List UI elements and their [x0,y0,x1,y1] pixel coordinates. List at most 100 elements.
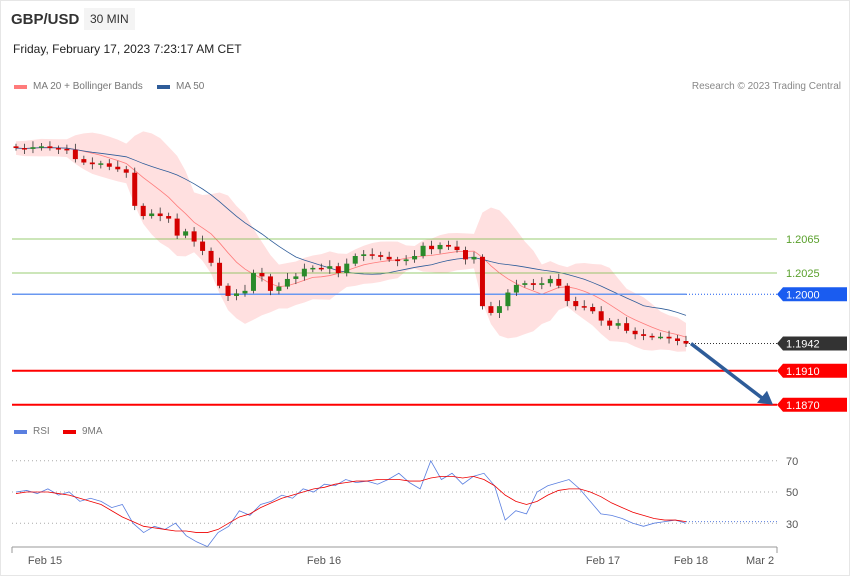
resistance-label: 1.2025 [786,268,820,280]
candle-body [344,263,350,273]
candle-body [123,169,129,173]
candle-body [590,307,596,312]
candle-body [573,301,579,307]
candle-body [157,213,163,217]
candle-body [72,149,78,160]
x-axis: Feb 15 Feb 16 Feb 17 Feb 18 Mar 2 [11,546,778,567]
candle-body [98,163,104,165]
price-levels: 1.2065 1.2025 1.2000 1.1942 1.1910 1.1870 [12,234,847,412]
support-tag [777,363,847,378]
candle-body [183,231,189,236]
candle-body [462,250,468,260]
candle-body [259,273,265,277]
candle-body [496,306,502,313]
candle-body [581,306,587,308]
candle-body [13,146,19,149]
candle-body [174,218,180,236]
candle-body [140,205,146,217]
rsi-ma-swatch [63,429,76,434]
candle-body [446,244,452,247]
pivot-tag [777,287,847,302]
candle-body [530,283,536,285]
pivot-label: 1.2000 [786,289,820,301]
symbol-title: GBP/USD [11,11,80,28]
candle-body [191,231,197,242]
candle-body [615,323,621,326]
candle-body [47,146,53,149]
candle-body [624,323,630,331]
candle-body [200,241,206,251]
candle-body [21,148,27,150]
candle-body [106,163,112,167]
candle-body [225,285,231,296]
candle-body [683,341,689,344]
legend-rsi-label: RSI [33,426,50,437]
candle-body [115,166,121,170]
candle-body [649,335,655,338]
rsi-swatch [14,429,27,434]
candle-body [412,256,418,260]
candle-body [352,256,358,264]
timestamp: Friday, February 17, 2023 7:23:17 AM CET [13,42,242,56]
candles [13,141,689,347]
candle-body [420,245,426,256]
legend-ma20: MA 20 + Bollinger Bands [14,81,143,92]
resistance-label: 1.2065 [786,234,820,246]
rsi-line [15,459,687,548]
candle-body [318,267,324,270]
x-tick-label: Feb 17 [586,555,620,567]
ma20-line [15,147,687,338]
x-tick-label: Feb 18 [674,555,708,567]
x-tick-label: Mar 2 [746,555,774,567]
candle-body [217,262,223,286]
ma20-swatch [14,84,27,89]
candle-body [666,336,672,339]
candle-body [641,334,647,336]
candle-body [276,286,282,291]
candle-body [166,216,172,219]
candle-body [632,330,638,335]
credit-text: Research © 2023 Trading Central [691,81,841,92]
candle-body [301,268,307,277]
candle-body [607,320,613,326]
candle-body [675,338,681,341]
rsi-tick-label: 50 [786,487,798,499]
candle-body [513,284,519,293]
candle-body [547,278,553,284]
candle-body [55,148,61,150]
last-price-tag [777,336,847,351]
candle-body [149,213,155,217]
candle-body [293,276,299,279]
candle-body [429,245,435,250]
candle-body [234,293,240,296]
ma50-swatch [157,84,170,89]
candle-body [479,256,485,307]
candle-body [369,254,375,256]
candle-body [378,255,384,257]
candle-body [242,290,248,294]
candle-body [30,147,36,149]
support-label: 1.1870 [786,400,820,412]
legend-rsi: RSI [14,426,50,437]
rsi-tick-label: 30 [786,519,798,531]
bollinger-band-area [16,131,686,352]
forecast-arrow-head [757,390,773,405]
candle-body [132,172,138,206]
candle-body [327,266,333,269]
timeframe-button[interactable]: 30 MIN [84,8,135,30]
legend-ma20-label: MA 20 + Bollinger Bands [33,81,143,92]
legend-rsi-ma-label: 9MA [82,426,103,437]
candle-body [539,283,545,285]
candle-body [81,159,87,163]
candle-body [386,256,392,260]
candle-body [437,244,443,250]
bollinger-bands [15,131,687,352]
candle-body [361,254,367,256]
candle-body [564,285,570,302]
x-tick-label: Feb 15 [28,555,62,567]
candle-body [488,306,494,313]
legend-ma50-label: MA 50 [176,81,205,92]
x-tick-label: Feb 16 [307,555,341,567]
